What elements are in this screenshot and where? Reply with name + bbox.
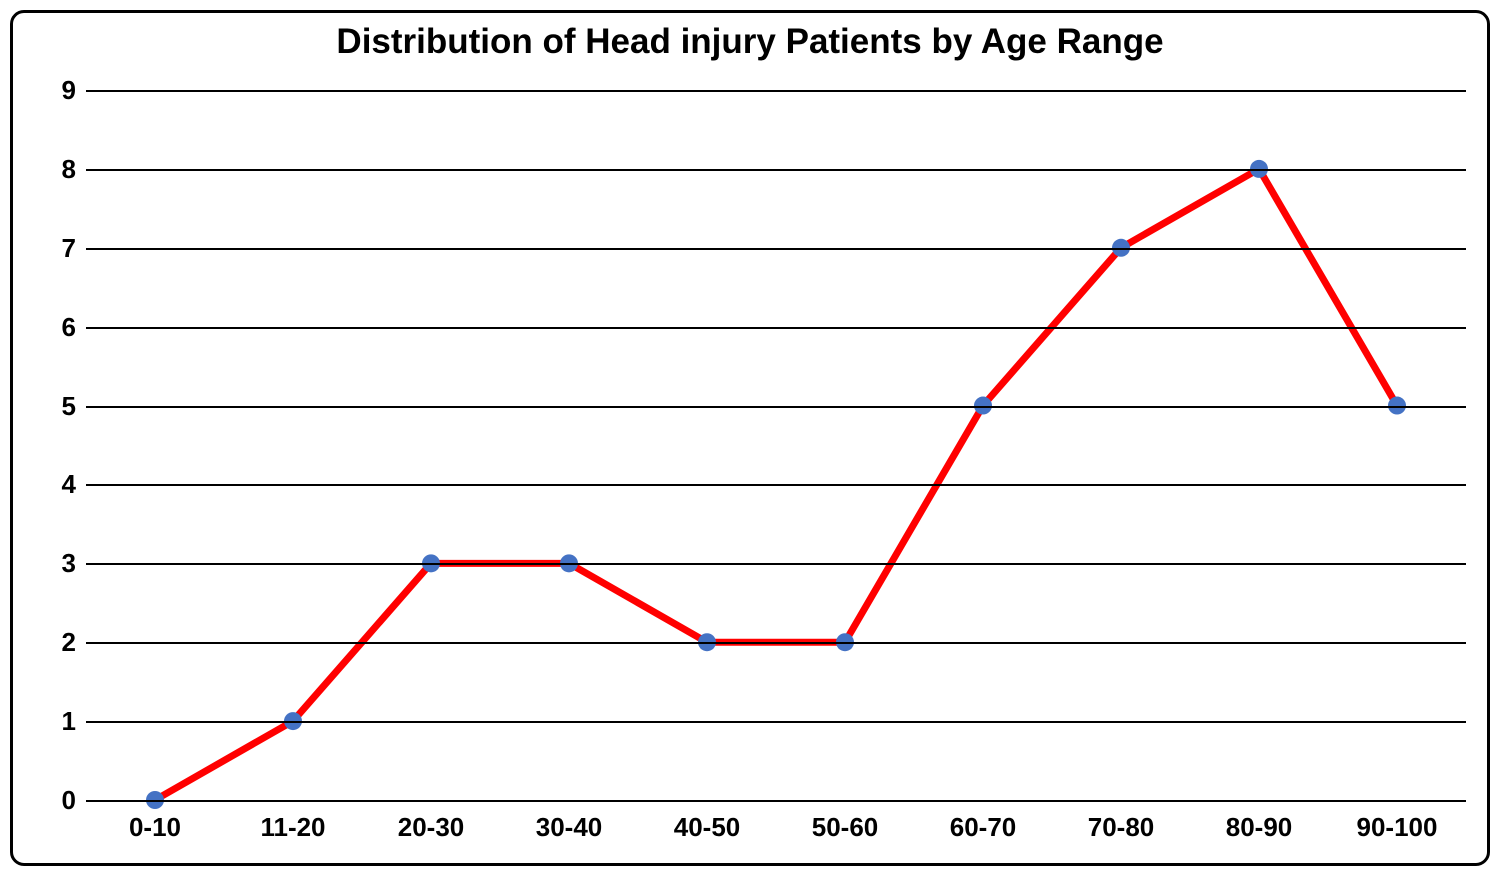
y-tick-label: 8 [36,154,76,185]
gridline [86,327,1466,329]
y-tick-label: 7 [36,233,76,264]
gridline [86,406,1466,408]
gridline [86,248,1466,250]
line-series [86,90,1466,800]
x-tick-label: 30-40 [504,812,634,843]
x-tick-label: 11-20 [228,812,358,843]
x-tick-label: 70-80 [1056,812,1186,843]
chart-title: Distribution of Head injury Patients by … [0,22,1500,62]
gridline [86,563,1466,565]
plot-area [86,90,1466,800]
gridline [86,642,1466,644]
gridline [86,169,1466,171]
y-tick-label: 5 [36,391,76,422]
y-tick-label: 6 [36,312,76,343]
y-tick-label: 9 [36,75,76,106]
x-tick-label: 0-10 [90,812,220,843]
y-tick-label: 2 [36,627,76,658]
x-tick-label: 50-60 [780,812,910,843]
x-tick-label: 90-100 [1332,812,1462,843]
y-tick-label: 4 [36,469,76,500]
x-tick-label: 80-90 [1194,812,1324,843]
gridline [86,90,1466,92]
x-tick-label: 40-50 [642,812,772,843]
y-tick-label: 0 [36,785,76,816]
gridline [86,484,1466,486]
y-tick-label: 1 [36,706,76,737]
x-tick-label: 60-70 [918,812,1048,843]
x-tick-label: 20-30 [366,812,496,843]
gridline [86,721,1466,723]
y-tick-label: 3 [36,548,76,579]
gridline [86,800,1466,802]
chart-container: Distribution of Head injury Patients by … [0,0,1500,876]
